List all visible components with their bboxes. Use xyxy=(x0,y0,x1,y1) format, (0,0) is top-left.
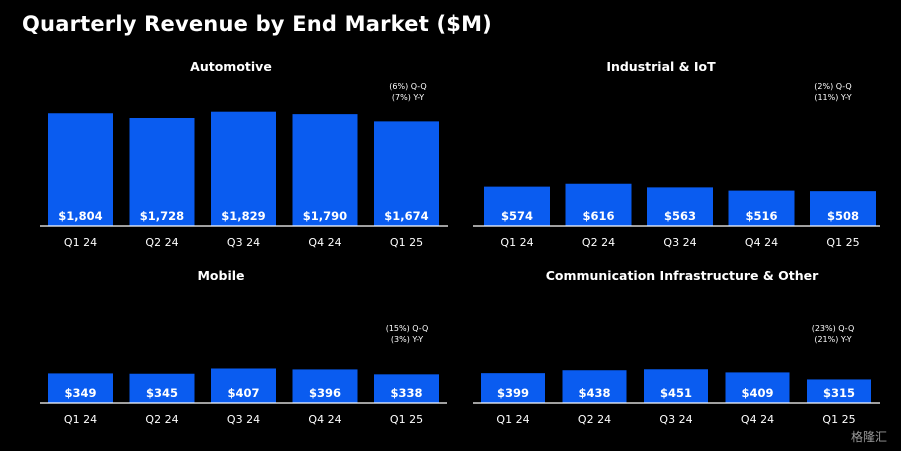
change-annotation: (6%) Q-Q xyxy=(389,82,426,91)
x-tick-label: Q2 24 xyxy=(145,236,178,249)
x-tick-label: Q4 24 xyxy=(745,236,778,249)
bar-value-label: $399 xyxy=(497,386,529,400)
bar-q1-24 xyxy=(484,186,550,226)
change-annotation: (7%) Y-Y xyxy=(392,93,424,102)
x-tick-label: Q1 24 xyxy=(64,413,97,426)
bar-value-label: $508 xyxy=(827,209,859,223)
change-annotation: (3%) Y-Y xyxy=(391,335,423,344)
bar-q1-24 xyxy=(481,373,545,403)
x-tick-label: Q1 25 xyxy=(390,236,423,249)
bar-q1-24 xyxy=(48,373,113,403)
x-tick-label: Q3 24 xyxy=(227,236,260,249)
bar-value-label: $407 xyxy=(227,386,259,400)
watermark: 格隆汇 xyxy=(850,430,887,444)
bar-q2-24 xyxy=(565,183,632,226)
bar-value-label: $574 xyxy=(501,209,533,223)
change-annotation: (2%) Q-Q xyxy=(814,82,851,91)
x-tick-label: Q1 25 xyxy=(390,413,423,426)
bar-q1-24 xyxy=(48,113,113,226)
bar-q1-25 xyxy=(374,121,439,226)
x-tick-label: Q1 25 xyxy=(826,236,859,249)
bar-value-label: $1,790 xyxy=(303,209,347,223)
bar-q2-24 xyxy=(129,118,195,226)
bar-value-label: $315 xyxy=(823,386,855,400)
bar-q1-25 xyxy=(807,379,871,403)
x-tick-label: Q1 25 xyxy=(822,413,855,426)
bar-q2-24 xyxy=(562,370,627,403)
chart-title: Industrial & IoT xyxy=(606,59,716,74)
bar-value-label: $338 xyxy=(390,386,422,400)
x-tick-label: Q3 24 xyxy=(227,413,260,426)
bar-value-label: $396 xyxy=(309,386,341,400)
bar-value-label: $1,804 xyxy=(58,209,102,223)
bar-q2-24 xyxy=(129,373,195,403)
x-tick-label: Q1 24 xyxy=(500,236,533,249)
x-tick-label: Q2 24 xyxy=(578,413,611,426)
bar-value-label: $349 xyxy=(64,386,96,400)
x-tick-label: Q2 24 xyxy=(582,236,615,249)
x-tick-label: Q1 24 xyxy=(64,236,97,249)
bar-q4-24 xyxy=(728,190,795,226)
chart-title: Communication Infrastructure & Other xyxy=(546,268,819,283)
bar-q1-25 xyxy=(374,374,439,403)
bar-q1-25 xyxy=(810,191,876,226)
bar-q4-24 xyxy=(292,114,358,226)
bar-q4-24 xyxy=(725,372,790,403)
bar-value-label: $563 xyxy=(664,209,696,223)
bar-value-label: $616 xyxy=(582,209,614,223)
bar-value-label: $438 xyxy=(578,386,610,400)
chart-title: Mobile xyxy=(197,268,244,283)
bar-value-label: $1,674 xyxy=(384,209,428,223)
bar-value-label: $345 xyxy=(146,386,178,400)
x-tick-label: Q2 24 xyxy=(145,413,178,426)
bar-value-label: $451 xyxy=(660,386,692,400)
x-tick-label: Q3 24 xyxy=(659,413,692,426)
x-tick-label: Q1 24 xyxy=(496,413,529,426)
bar-value-label: $516 xyxy=(745,209,777,223)
page-title: Quarterly Revenue by End Market ($M) xyxy=(22,12,492,36)
change-annotation: (21%) Y-Y xyxy=(814,335,851,344)
x-tick-label: Q4 24 xyxy=(308,413,341,426)
change-annotation: (11%) Y-Y xyxy=(814,93,851,102)
bar-q4-24 xyxy=(292,369,358,403)
x-tick-label: Q3 24 xyxy=(663,236,696,249)
change-annotation: (23%) Q-Q xyxy=(812,324,855,333)
bar-value-label: $1,829 xyxy=(221,209,265,223)
x-tick-label: Q4 24 xyxy=(308,236,341,249)
chart-title: Automotive xyxy=(190,59,272,74)
bar-value-label: $409 xyxy=(741,386,773,400)
change-annotation: (15%) Q-Q xyxy=(386,324,429,333)
bar-q3-24 xyxy=(644,369,708,403)
bar-q3-24 xyxy=(211,111,276,226)
bar-value-label: $1,728 xyxy=(140,209,184,223)
bar-q3-24 xyxy=(647,187,713,226)
bar-q3-24 xyxy=(211,368,276,403)
x-tick-label: Q4 24 xyxy=(741,413,774,426)
